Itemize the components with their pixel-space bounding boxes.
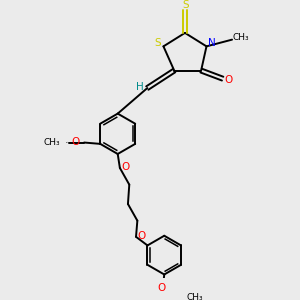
Text: CH₃: CH₃	[187, 293, 203, 300]
Text: O: O	[158, 283, 166, 293]
Text: O: O	[71, 137, 79, 147]
Text: O: O	[138, 231, 146, 241]
Text: CH₃: CH₃	[232, 33, 249, 42]
Text: O: O	[224, 75, 233, 85]
Text: H: H	[136, 82, 144, 92]
Text: CH₃: CH₃	[43, 138, 60, 147]
Text: O: O	[122, 162, 130, 172]
Text: S: S	[182, 0, 189, 10]
Text: N: N	[208, 38, 216, 48]
Text: methoxy: methoxy	[66, 141, 72, 142]
Text: S: S	[155, 38, 161, 48]
